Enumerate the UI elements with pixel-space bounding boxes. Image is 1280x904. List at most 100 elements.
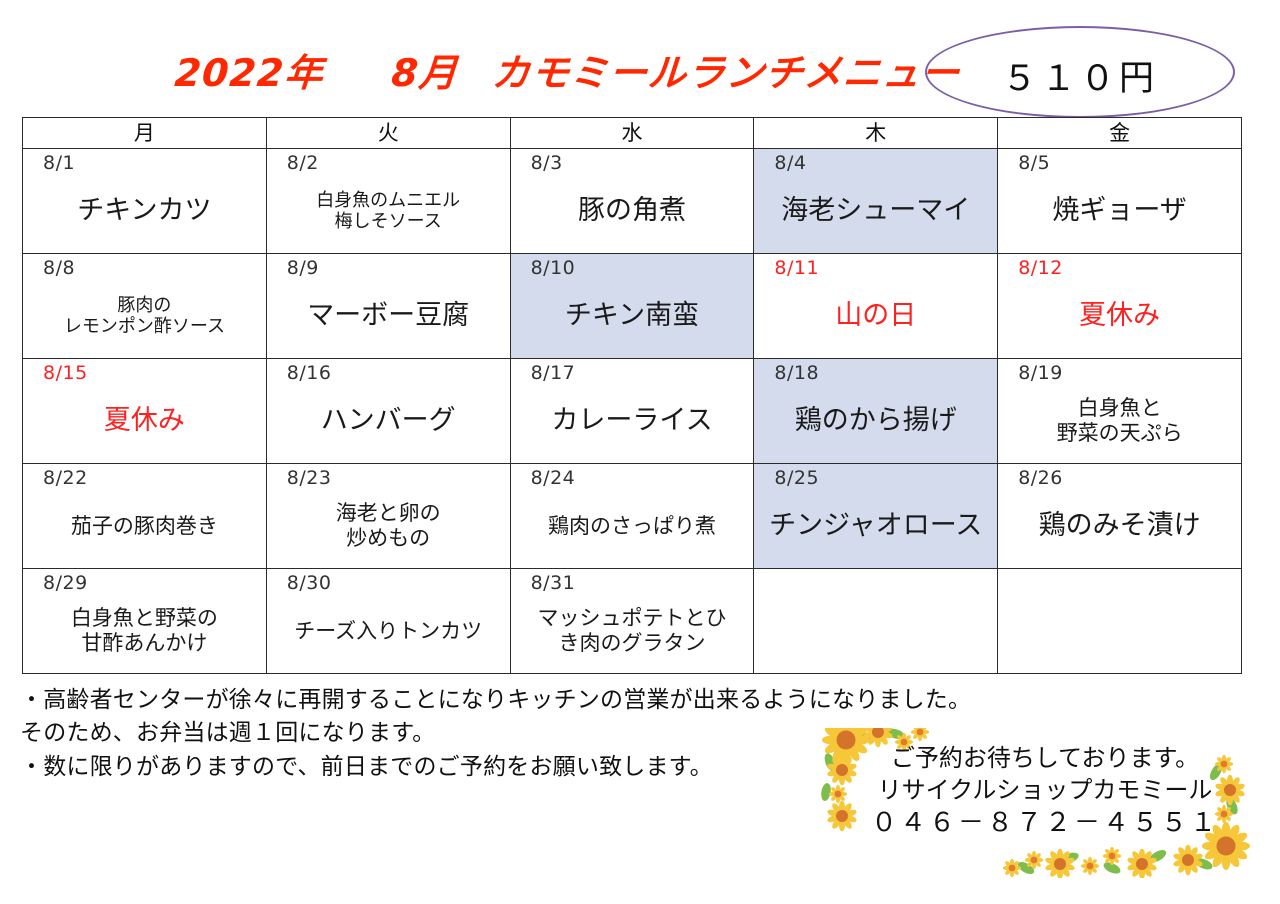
calendar-cell-date: 8/16	[286, 362, 332, 384]
calendar-week-row: 8/8 豚肉の レモンポン酢ソース 8/9 マーボー豆腐 8/10 チキン南蛮 8/11 山の…	[22, 253, 1242, 359]
calendar-cell-date: 8/8	[43, 257, 76, 279]
contact-block: ご予約お待ちしております。 リサイクルショップカモミール ０４６－８７２－４５５…	[812, 728, 1268, 878]
calendar-cell-date: 8/29	[43, 572, 88, 594]
calendar-cell-dish: 夏休み	[103, 404, 185, 436]
calendar-cell-date: 8/4	[774, 152, 807, 174]
calendar-cell-dish: マッシュポテトとひ き肉のグラタン	[537, 606, 727, 655]
calendar-cell-date: 8/25	[774, 467, 820, 489]
note-line-2: そのため、お弁当は週１回になります。	[20, 720, 436, 747]
title-year: 2022年	[173, 51, 326, 95]
weekday-header-monday: 月	[22, 117, 267, 149]
calendar-cell-date: 8/12	[1018, 257, 1063, 279]
note-line-1: ・高齢者センターが徐々に再開することになりキッチンの営業が出来るようになりました…	[20, 687, 972, 713]
weekday-header-thursday: 木	[753, 117, 999, 149]
calendar-cell-dish: 鶏肉のさっぱり煮	[547, 513, 716, 538]
calendar-cell-dish: 豚の角煮	[577, 194, 686, 226]
calendar-cell-dish: 夏休み	[1079, 299, 1161, 331]
calendar-cell-date: 8/23	[286, 467, 332, 489]
weekday-header-wednesday: 水	[509, 117, 755, 149]
calendar-cell[interactable]: 8/5 焼ギョーザ	[997, 148, 1242, 254]
calendar-cell[interactable]: 8/1 チキンカツ	[22, 148, 267, 254]
contact-phone: ０４６－８７２－４５５１	[870, 808, 1219, 839]
calendar-cell-date: 8/31	[530, 572, 576, 594]
lunch-menu-calendar: 月 火 水 木 金 8/1 チキンカツ 8/2 白身魚のムニエル 梅しそソース 8/3 豚…	[22, 117, 1242, 674]
calendar-cell-date: 8/26	[1018, 467, 1063, 489]
calendar-cell[interactable]: 8/25 チンジャオロース	[753, 463, 999, 569]
calendar-cell-date: 8/15	[43, 362, 88, 384]
footer-notes: ・高齢者センターが徐々に再開することになりキッチンの営業が出来るようになりました…	[20, 684, 972, 784]
title-main: カモミールランチメニュー	[490, 51, 962, 95]
calendar-cell-dish: 白身魚のムニエル 梅しそソース	[316, 189, 461, 232]
calendar-week-row: 8/15 夏休み 8/16 ハンバーグ 8/17 カレーライス 8/18 鶏のから揚げ 8/19…	[22, 358, 1242, 464]
calendar-cell-dish: 焼ギョーザ	[1052, 194, 1187, 226]
calendar-cell-dish: 山の日	[835, 299, 917, 331]
calendar-week-row: 8/1 チキンカツ 8/2 白身魚のムニエル 梅しそソース 8/3 豚の角煮 8/4 海老シュ…	[22, 148, 1242, 254]
calendar-cell-dish: 白身魚と野菜の 甘酢あんかけ	[70, 606, 218, 655]
calendar-cell[interactable]: 8/23 海老と卵の 炒めもの	[265, 463, 511, 569]
contact-text: ご予約お待ちしております。 リサイクルショップカモミール ０４６－８７２－４５５…	[850, 742, 1240, 841]
calendar-cell[interactable]: 8/17 カレーライス	[509, 358, 755, 464]
calendar-cell[interactable]: 8/10 チキン南蛮	[509, 253, 755, 359]
calendar-cell-dish: マーボー豆腐	[307, 299, 470, 331]
note-line-3: ・数に限りがありますので、前日までのご予約をお願い致します。	[20, 753, 713, 780]
calendar-cell[interactable]: 8/26 鶏のみそ漬け	[997, 463, 1242, 569]
calendar-cell-date: 8/30	[286, 572, 332, 594]
calendar-cell[interactable]: 8/18 鶏のから揚げ	[753, 358, 999, 464]
calendar-cell-date: 8/2	[286, 152, 319, 174]
calendar-cell[interactable]: 8/24 鶏肉のさっぱり煮	[509, 463, 755, 569]
calendar-cell-date: 8/11	[774, 257, 820, 279]
calendar-cell[interactable]: 8/29 白身魚と野菜の 甘酢あんかけ	[22, 568, 267, 674]
calendar-cell[interactable]: 8/4 海老シューマイ	[753, 148, 999, 254]
calendar-cell-dish: 白身魚と 野菜の天ぷら	[1056, 396, 1183, 445]
calendar-week-row: 8/22 茄子の豚肉巻き 8/23 海老と卵の 炒めもの 8/24 鶏肉のさっぱり煮 8/2…	[22, 463, 1242, 569]
page-title: 2022年 8月 カモミールランチメニュー	[173, 42, 962, 97]
calendar-cell[interactable]: 8/9 マーボー豆腐	[265, 253, 511, 359]
calendar-cell[interactable]: 8/19 白身魚と 野菜の天ぷら	[997, 358, 1242, 464]
calendar-cell-date: 8/3	[530, 152, 563, 174]
calendar-cell[interactable]: 8/12 夏休み	[997, 253, 1242, 359]
calendar-cell-dish: 海老と卵の 炒めもの	[335, 501, 441, 550]
weekday-header-friday: 金	[997, 117, 1242, 149]
calendar-cell[interactable]: 8/16 ハンバーグ	[265, 358, 511, 464]
calendar-cell-date: 8/18	[774, 362, 820, 384]
calendar-cell-dish: 鶏のみそ漬け	[1038, 509, 1201, 541]
calendar-cell-dish: 茄子の豚肉巻き	[70, 513, 218, 538]
calendar-cell-dish: チーズ入りトンカツ	[294, 618, 483, 643]
calendar-body: 8/1 チキンカツ 8/2 白身魚のムニエル 梅しそソース 8/3 豚の角煮 8/4 海老シュ…	[22, 148, 1242, 674]
calendar-cell[interactable]: 8/22 茄子の豚肉巻き	[22, 463, 267, 569]
calendar-cell-date: 8/10	[530, 257, 576, 279]
calendar-cell[interactable]: 8/15 夏休み	[22, 358, 267, 464]
price-badge: ５１０円	[925, 26, 1235, 118]
calendar-cell-dish: チキンカツ	[77, 194, 212, 226]
calendar-cell[interactable]: 8/3 豚の角煮	[509, 148, 755, 254]
calendar-cell[interactable]: 8/30 チーズ入りトンカツ	[265, 568, 511, 674]
calendar-cell-dish: チキン南蛮	[564, 299, 700, 331]
calendar-cell-date: 8/5	[1018, 152, 1051, 174]
calendar-cell[interactable]: 8/2 白身魚のムニエル 梅しそソース	[265, 148, 511, 254]
calendar-cell-date: 8/19	[1018, 362, 1063, 384]
calendar-cell-empty	[997, 568, 1242, 674]
calendar-cell-date: 8/22	[43, 467, 88, 489]
calendar-cell-dish: 豚肉の レモンポン酢ソース	[63, 294, 225, 337]
calendar-cell-dish: カレーライス	[551, 404, 713, 436]
page-header: 2022年 8月 カモミールランチメニュー ５１０円	[0, 0, 1280, 118]
calendar-cell-dish: チンジャオロース	[769, 509, 983, 541]
calendar-week-row: 8/29 白身魚と野菜の 甘酢あんかけ 8/30 チーズ入りトンカツ 8/31 マッシュポ…	[22, 568, 1242, 674]
calendar-cell-date: 8/17	[530, 362, 576, 384]
calendar-cell[interactable]: 8/11 山の日	[753, 253, 999, 359]
calendar-cell-dish: 鶏のから揚げ	[794, 404, 957, 436]
contact-line-1: ご予約お待ちしております。	[890, 744, 1200, 772]
weekday-header-tuesday: 火	[265, 117, 511, 149]
calendar-cell-date: 8/24	[530, 467, 576, 489]
calendar-cell[interactable]: 8/31 マッシュポテトとひ き肉のグラタン	[509, 568, 755, 674]
price-label: ５１０円	[1001, 59, 1158, 99]
calendar-cell-date: 8/1	[43, 152, 76, 174]
weekday-header-row: 月 火 水 木 金	[22, 117, 1242, 149]
calendar-cell-date: 8/9	[286, 257, 319, 279]
calendar-cell-dish: 海老シューマイ	[781, 194, 971, 226]
contact-line-2: リサイクルショップカモミール	[877, 776, 1213, 805]
calendar-cell-dish: ハンバーグ	[320, 404, 456, 436]
calendar-cell-empty	[753, 568, 999, 674]
calendar-cell[interactable]: 8/8 豚肉の レモンポン酢ソース	[22, 253, 267, 359]
title-month: 8月	[389, 51, 460, 95]
